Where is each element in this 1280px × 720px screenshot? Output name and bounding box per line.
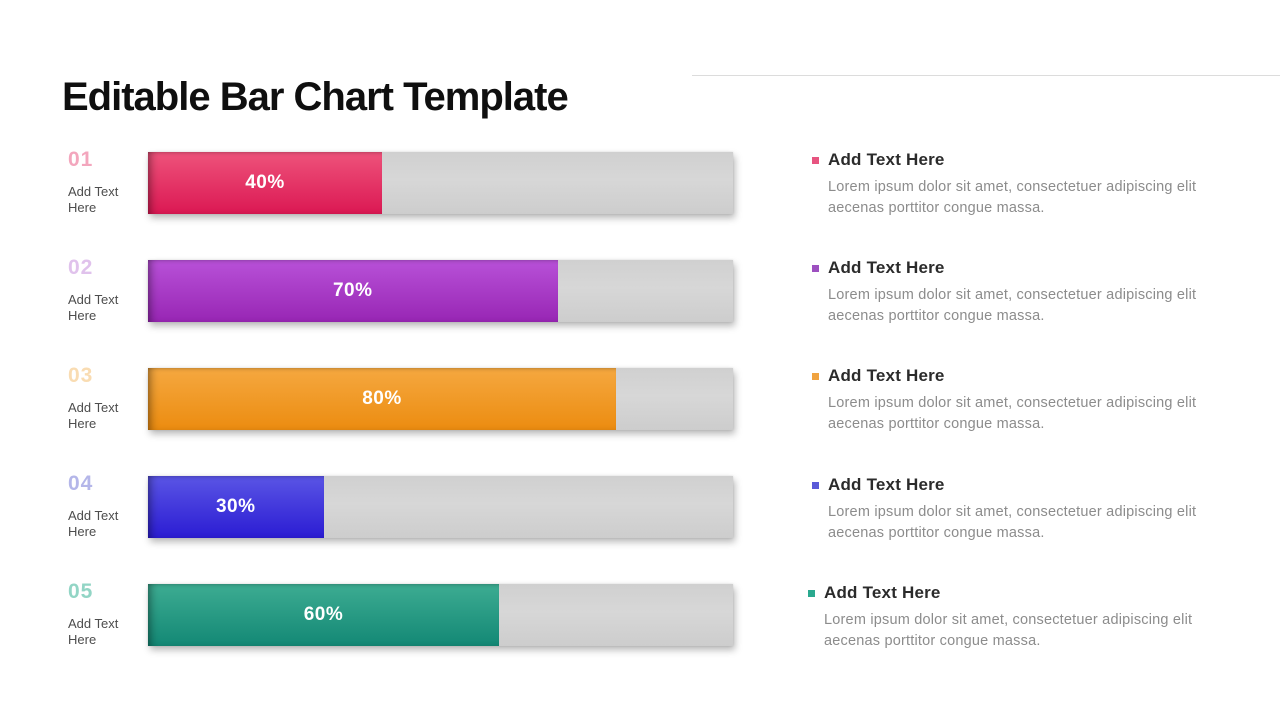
row-number: 04 [68, 472, 94, 495]
row-label: Add Text Here [68, 184, 119, 216]
bar-fill: 70% [148, 260, 558, 322]
note-header: Add Text Here [808, 583, 1200, 603]
bar-track: 70% [148, 260, 733, 322]
bar-row: 02 Add Text Here 70% [68, 248, 748, 356]
row-label: Add Text Here [68, 616, 119, 648]
note-body: Lorem ipsum dolor sit amet, consectetuer… [824, 612, 1193, 649]
page-title: Editable Bar Chart Template [62, 74, 569, 119]
bullet-square-icon [812, 481, 819, 489]
note-item: Add Text Here Lorem ipsum dolor sit amet… [812, 258, 1204, 326]
row-number: 01 [68, 148, 94, 171]
note-item: Add Text Here Lorem ipsum dolor sit amet… [812, 366, 1204, 434]
note-header: Add Text Here [812, 366, 1204, 386]
note-heading: Add Text Here [828, 475, 945, 494]
bar-track: 40% [148, 152, 733, 214]
note-heading: Add Text Here [828, 150, 945, 169]
row-number: 03 [68, 364, 94, 387]
bar-row: 01 Add Text Here 40% [68, 140, 748, 248]
note-item: Add Text Here Lorem ipsum dolor sit amet… [808, 583, 1200, 651]
note-body: Lorem ipsum dolor sit amet, consectetuer… [828, 395, 1197, 432]
bar-track: 60% [148, 584, 733, 646]
bullet-square-icon [812, 264, 819, 272]
note-body: Lorem ipsum dolor sit amet, consectetuer… [828, 179, 1197, 216]
bar-row: 04 Add Text Here 30% [68, 464, 748, 572]
note-body: Lorem ipsum dolor sit amet, consectetuer… [828, 504, 1197, 541]
bar-row: 05 Add Text Here 60% [68, 572, 748, 680]
note-header: Add Text Here [812, 475, 1204, 495]
bar-fill: 30% [148, 476, 324, 538]
bar-value-label: 60% [303, 604, 344, 625]
note-item: Add Text Here Lorem ipsum dolor sit amet… [812, 150, 1204, 218]
bar-row: 03 Add Text Here 80% [68, 356, 748, 464]
bullet-square-icon [812, 372, 819, 380]
row-label: Add Text Here [68, 292, 119, 324]
bullet-square-icon [812, 156, 819, 164]
note-item: Add Text Here Lorem ipsum dolor sit amet… [812, 475, 1204, 543]
note-heading: Add Text Here [828, 366, 945, 385]
bullet-square-icon [808, 589, 815, 597]
bar-value-label: 70% [332, 280, 373, 301]
note-header: Add Text Here [812, 150, 1204, 170]
bar-fill: 80% [148, 368, 616, 430]
bar-value-label: 80% [362, 388, 402, 409]
row-number: 02 [68, 256, 94, 279]
bar-track: 80% [148, 368, 733, 430]
note-heading: Add Text Here [828, 258, 945, 277]
note-heading: Add Text Here [824, 583, 941, 602]
note-body: Lorem ipsum dolor sit amet, consectetuer… [828, 287, 1197, 324]
row-label: Add Text Here [68, 400, 119, 432]
bar-fill: 40% [148, 152, 382, 214]
bar-value-label: 30% [215, 496, 256, 517]
note-header: Add Text Here [812, 258, 1204, 278]
row-label: Add Text Here [68, 508, 119, 540]
bar-track: 30% [148, 476, 733, 538]
bar-fill: 60% [148, 584, 499, 646]
title-divider-line [692, 75, 1280, 76]
row-number: 05 [68, 580, 94, 603]
bar-value-label: 40% [245, 172, 285, 193]
